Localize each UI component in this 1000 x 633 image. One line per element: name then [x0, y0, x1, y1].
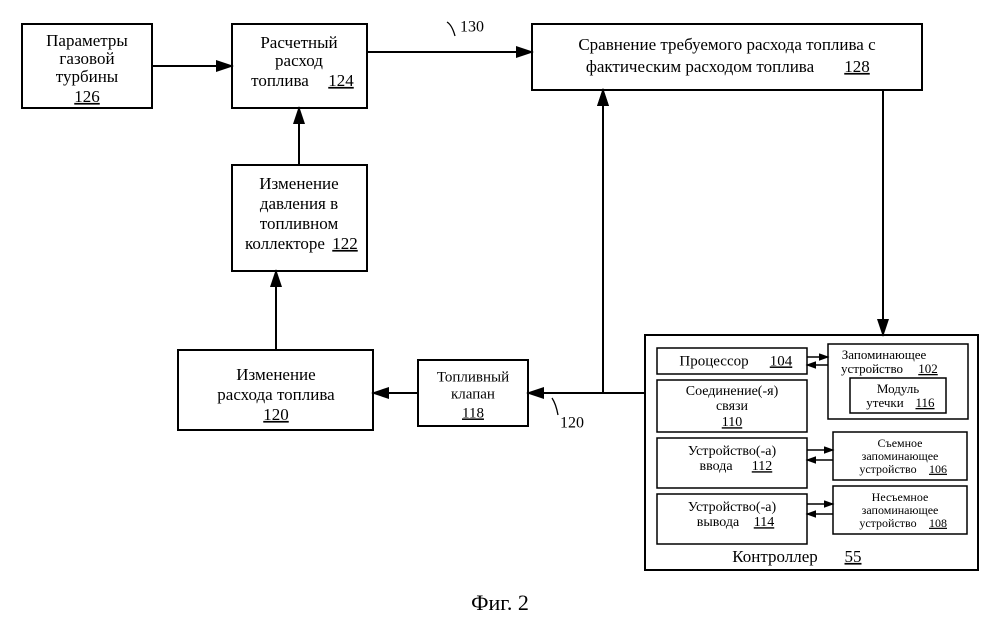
box-fuel-valve: Топливный клапан 118: [418, 360, 528, 426]
b116-ref: 116: [915, 395, 935, 410]
b128-l1: Сравнение требуемого расхода топлива с: [578, 35, 876, 54]
box-controller: Контроллер 55 Процессор 104 Соединение(-…: [645, 335, 978, 570]
b116-l1: Модуль: [877, 381, 919, 396]
b128-ref: 128: [844, 57, 870, 76]
box-connections: Соединение(-я) связи 110: [657, 380, 807, 432]
b108-l2: запоминающее: [862, 503, 939, 517]
b124-l2: расход: [275, 51, 323, 70]
b126-l2: газовой: [59, 49, 114, 68]
b118-l1: Топливный: [437, 369, 509, 385]
edge-120-label: 120: [560, 415, 584, 432]
b114-l2: вывода: [697, 515, 740, 530]
b118-l2: клапан: [451, 386, 495, 402]
box-compare-flow: Сравнение требуемого расхода топлива с ф…: [532, 24, 922, 90]
b108-l3: устройство: [859, 516, 916, 530]
box-removable-memory: Съемное запоминающее устройство 106: [833, 432, 967, 480]
b114-l1: Устройство(-а): [688, 500, 777, 515]
b106-l3: устройство: [859, 462, 916, 476]
box-processor: Процессор 104: [657, 348, 807, 374]
b122-ref: 122: [332, 234, 358, 253]
b110-l1: Соединение(-я): [686, 384, 779, 399]
b108-ref: 108: [929, 516, 947, 530]
b122-l4: коллекторе: [245, 234, 325, 253]
box-pressure-change: Изменение давления в топливном коллектор…: [232, 165, 367, 271]
b112-ref: 112: [752, 459, 772, 474]
box-memory: Запоминающее устройство 102 Модуль утечк…: [828, 344, 968, 419]
b104-l: Процессор: [679, 353, 748, 369]
b106-l1: Съемное: [877, 436, 922, 450]
b112-l2: ввода: [699, 459, 733, 474]
lead-120: [552, 398, 558, 415]
b122-l2: давления в: [260, 194, 338, 213]
b114-ref: 114: [754, 515, 774, 530]
b124-ref: 124: [328, 71, 354, 90]
b126-ref: 126: [74, 87, 100, 106]
lead-130: [447, 22, 455, 36]
b108-l1: Несъемное: [872, 490, 929, 504]
b118-ref: 118: [462, 405, 484, 421]
box-gas-turbine-params: Параметры газовой турбины 126: [22, 24, 152, 108]
b120-l1: Изменение: [236, 365, 315, 384]
b104-ref: 104: [770, 353, 793, 369]
b126-l3: турбины: [56, 67, 119, 86]
figure-label: Фиг. 2: [471, 590, 529, 615]
edge-130-label: 130: [460, 19, 484, 36]
b120-l2: расхода топлива: [217, 385, 335, 404]
b110-ref: 110: [722, 415, 742, 430]
box-output-device: Устройство(-а) вывода 114: [657, 494, 807, 544]
b55-label: Контроллер: [732, 547, 818, 566]
b106-l2: запоминающее: [862, 449, 939, 463]
box-calculated-flow: Расчетный расход топлива 124: [232, 24, 367, 108]
b102-l1: Запоминающее: [842, 347, 927, 362]
b128-l2: фактическим расходом топлива: [586, 57, 815, 76]
box-leak-module: Модуль утечки 116: [850, 378, 946, 413]
box-nonremovable-memory: Несъемное запоминающее устройство 108: [833, 486, 967, 534]
box-input-device: Устройство(-а) ввода 112: [657, 438, 807, 488]
b124-l1: Расчетный: [260, 33, 337, 52]
b120-ref: 120: [263, 405, 289, 424]
b106-ref: 106: [929, 462, 947, 476]
b126-l1: Параметры: [46, 31, 128, 50]
b122-l3: топливном: [260, 214, 339, 233]
b124-l3: топлива: [251, 71, 309, 90]
b102-l2: устройство: [841, 361, 903, 376]
b102-ref: 102: [918, 361, 938, 376]
b116-l2: утечки: [866, 395, 903, 410]
box-flow-change: Изменение расхода топлива 120: [178, 350, 373, 430]
b110-l2: связи: [716, 399, 749, 414]
b112-l1: Устройство(-а): [688, 444, 777, 459]
b55-ref: 55: [845, 547, 862, 566]
b122-l1: Изменение: [259, 174, 338, 193]
